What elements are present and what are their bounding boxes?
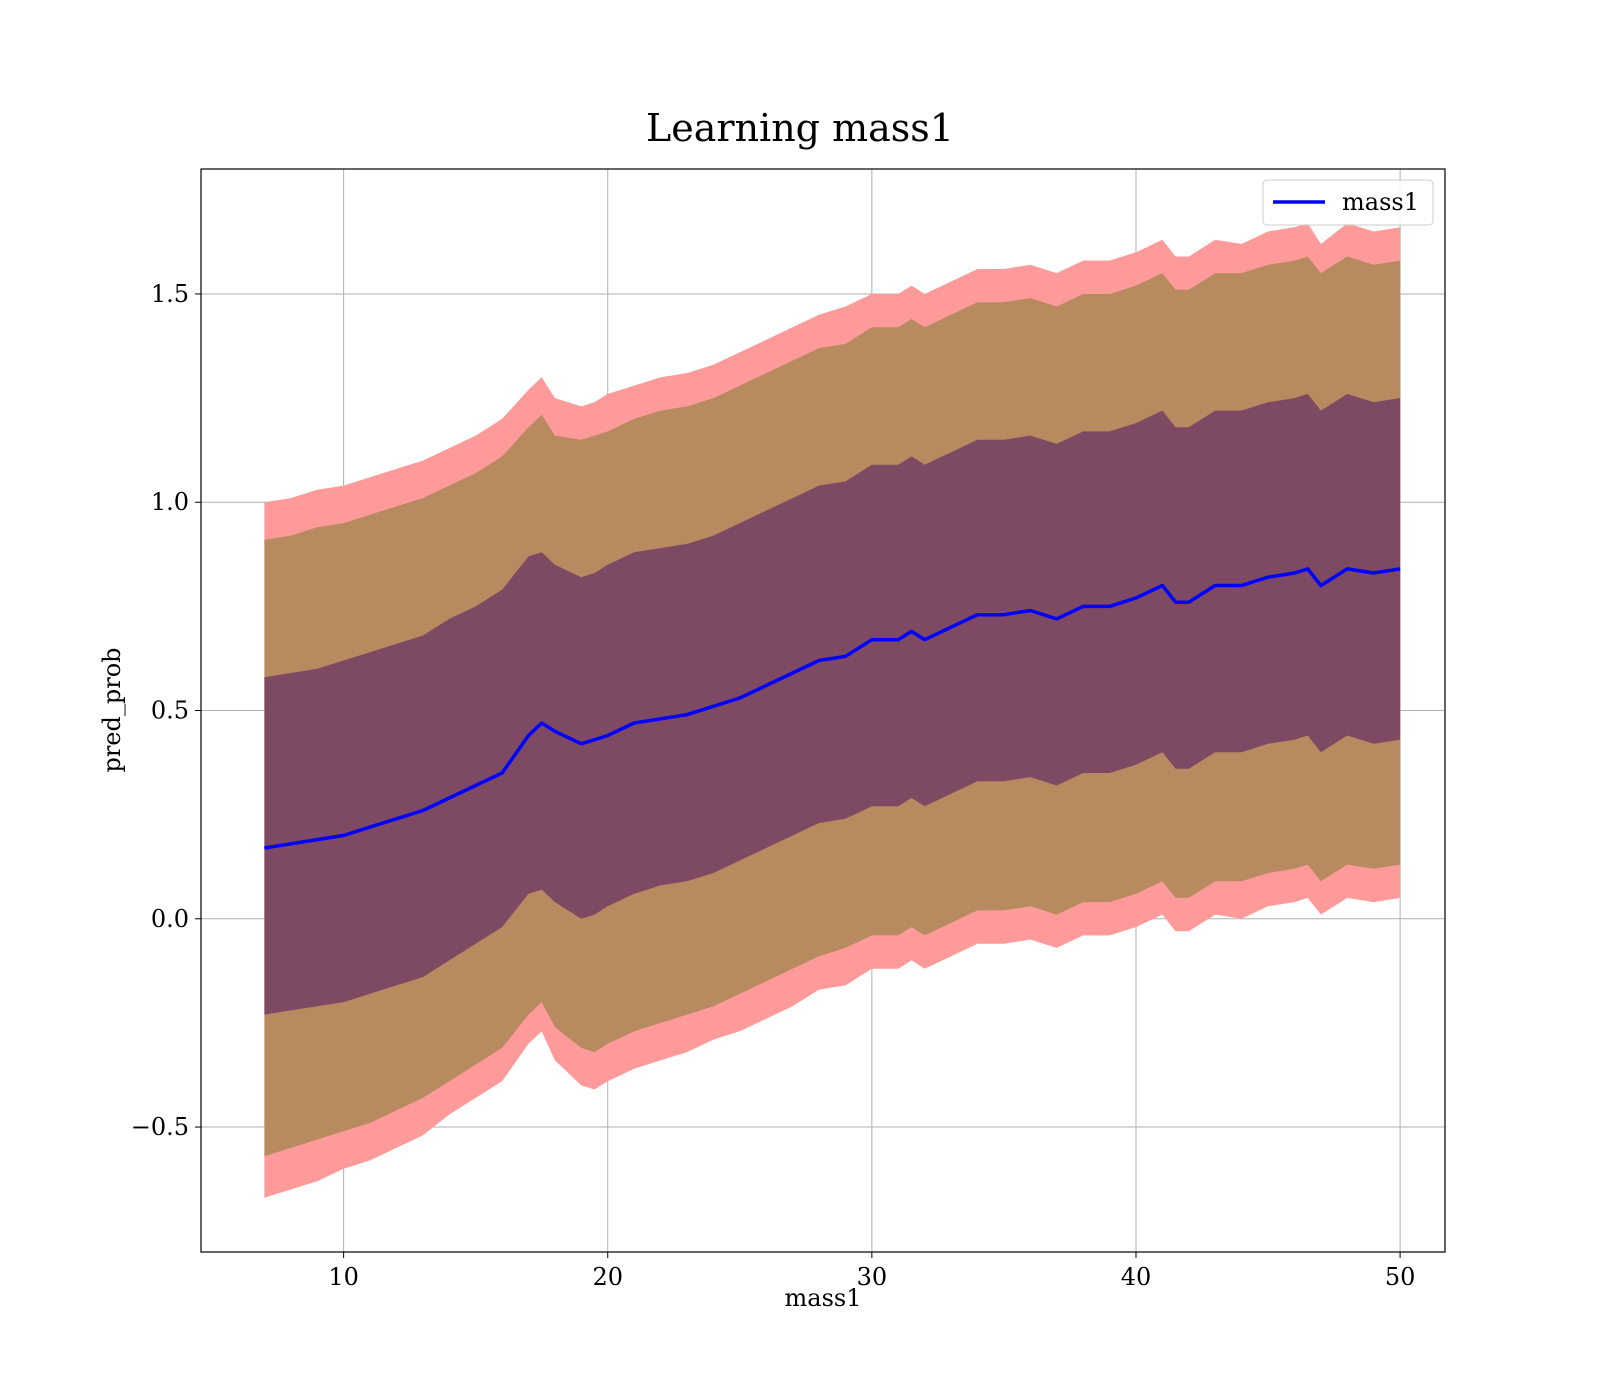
series-lines [264, 567, 1401, 850]
y-tick-label: 1.0 [151, 488, 189, 516]
y-tick-label: 1.5 [151, 280, 189, 308]
legend-label: mass1 [1342, 188, 1419, 216]
x-tick-label: 40 [1121, 1263, 1152, 1291]
x-tick-label: 10 [328, 1263, 359, 1291]
x-tick-label: 20 [592, 1263, 623, 1291]
legend-box [1262, 179, 1434, 226]
y-tick-label: 0.5 [151, 697, 189, 725]
x-axis-label: mass1 [785, 1284, 862, 1312]
y-tick-label: −0.5 [131, 1113, 189, 1141]
y-ticks: −0.5 0.0 0.5 1.0 1.5 [131, 280, 201, 1141]
x-tick-label: 50 [1385, 1263, 1416, 1291]
y-tick-label: 0.0 [151, 905, 189, 933]
band-inner [264, 393, 1401, 1015]
x-ticks: 10 20 30 40 50 [328, 1252, 1415, 1291]
legend: mass1 [1262, 179, 1434, 226]
y-axis-label: pred_prob [98, 647, 126, 772]
chart-title: Learning mass1 [646, 106, 954, 150]
series-line-mass1 [264, 567, 1401, 850]
bands [264, 223, 1401, 1198]
x-tick-label: 30 [857, 1263, 888, 1291]
